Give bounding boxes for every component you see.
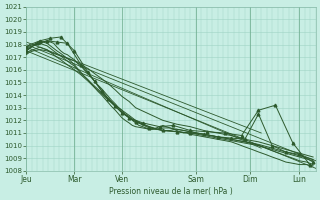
X-axis label: Pression niveau de la mer( hPa ): Pression niveau de la mer( hPa ) <box>109 187 233 196</box>
